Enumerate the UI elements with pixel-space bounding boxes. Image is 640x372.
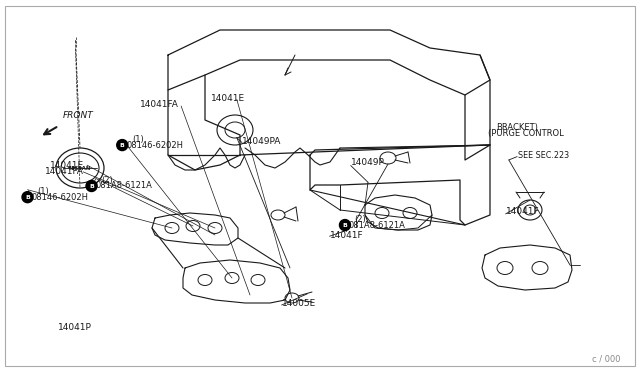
Text: (2): (2) xyxy=(101,176,113,185)
Text: FRONT: FRONT xyxy=(63,111,93,120)
Text: 14041P: 14041P xyxy=(58,323,92,332)
Text: (1): (1) xyxy=(37,187,49,196)
Text: 14041E: 14041E xyxy=(211,94,245,103)
Text: 14049PA: 14049PA xyxy=(242,137,282,146)
Text: NISSAN: NISSAN xyxy=(69,166,91,170)
Text: B: B xyxy=(120,142,125,148)
Text: c / 000: c / 000 xyxy=(592,355,621,363)
Text: 14041E: 14041E xyxy=(50,161,84,170)
Text: 08146-6202H: 08146-6202H xyxy=(32,193,89,202)
Text: 081A8-6121A: 081A8-6121A xyxy=(96,182,153,190)
Text: (PURGE CONTROL: (PURGE CONTROL xyxy=(488,129,563,138)
Text: 14041F: 14041F xyxy=(506,207,540,216)
Text: 08146-6202H: 08146-6202H xyxy=(127,141,184,150)
Text: B: B xyxy=(25,195,30,200)
Circle shape xyxy=(22,192,33,203)
Text: (1): (1) xyxy=(132,135,144,144)
Text: 14041FA: 14041FA xyxy=(45,167,84,176)
Text: 081A8-6121A: 081A8-6121A xyxy=(349,221,406,230)
Text: BRACKET): BRACKET) xyxy=(496,123,538,132)
Text: B: B xyxy=(89,183,94,189)
Text: B: B xyxy=(342,222,348,228)
Circle shape xyxy=(86,180,97,192)
Circle shape xyxy=(116,140,128,151)
Text: 14041F: 14041F xyxy=(330,231,364,240)
Text: 14041FA: 14041FA xyxy=(140,100,179,109)
Text: (2): (2) xyxy=(354,215,365,224)
Text: 14005E: 14005E xyxy=(282,299,316,308)
Text: 14049P: 14049P xyxy=(351,158,385,167)
Text: SEE SEC.223: SEE SEC.223 xyxy=(518,151,570,160)
Circle shape xyxy=(339,219,351,231)
